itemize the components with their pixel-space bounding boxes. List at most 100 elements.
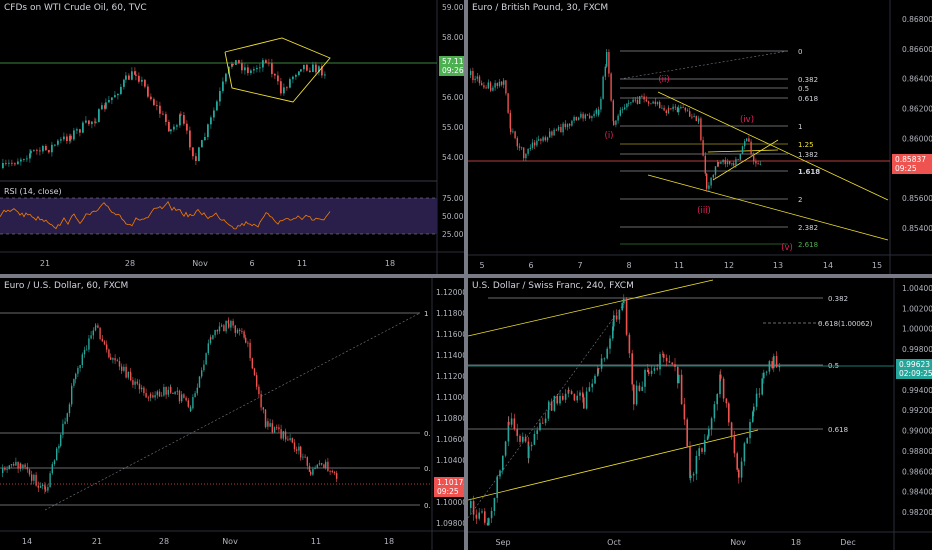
usdchf-candle bbox=[550, 401, 553, 411]
eurusd-candle bbox=[185, 397, 187, 401]
eurusd-candle bbox=[321, 463, 323, 465]
wti-candle bbox=[259, 67, 261, 69]
eurusd-candle bbox=[143, 387, 145, 394]
eurgbp-fib-label: 0.618 bbox=[798, 95, 818, 103]
wti-candle bbox=[105, 102, 107, 109]
usdchf-candle bbox=[663, 354, 665, 358]
usdchf-candle bbox=[641, 386, 643, 391]
usdchf-candle bbox=[533, 433, 536, 445]
usdchf-candle bbox=[653, 368, 656, 371]
wti-panel[interactable]: 59.0058.0057.0056.0055.0054.0057.1109:26… bbox=[0, 0, 464, 274]
wti-candle bbox=[173, 126, 175, 130]
wti-candle bbox=[324, 74, 326, 76]
usdchf-last-price: 0.99623 bbox=[899, 360, 930, 369]
wti-candle bbox=[101, 105, 103, 110]
eurusd-title: Euro / U.S. Dollar, 60, FXCM bbox=[4, 281, 129, 291]
eurusd-candle bbox=[123, 366, 125, 371]
eurgbp-candle bbox=[670, 108, 672, 110]
eurusd-candle bbox=[28, 469, 31, 475]
eurgbp-candle bbox=[483, 85, 485, 88]
eurgbp-fib-label: 2.382 bbox=[798, 224, 818, 232]
eurusd-candle bbox=[103, 341, 106, 345]
eurusd-candle bbox=[6, 469, 8, 470]
panel-divider-horizontal[interactable] bbox=[0, 274, 932, 278]
eurgbp-wave-label: (v) bbox=[781, 243, 793, 253]
usdchf-price-tick: 1.00200 bbox=[902, 304, 932, 313]
eurusd-candle bbox=[170, 387, 172, 393]
usdchf-countdown: 02:09:25 bbox=[899, 369, 932, 378]
wti-candle bbox=[147, 86, 149, 97]
usdchf-fib-label: 0.618 bbox=[828, 426, 848, 434]
usdchf-candle bbox=[730, 422, 733, 437]
eurusd-time-tick: 14 bbox=[22, 537, 32, 546]
eurusd-candle bbox=[108, 349, 110, 358]
eurusd-candle bbox=[112, 358, 114, 360]
eurusd-chart[interactable]: 1.12000 1.11800 1.11600 1.11400 1.11200 1.110… bbox=[0, 278, 464, 550]
eurgbp-candle bbox=[546, 137, 549, 141]
eurgbp-candle bbox=[472, 71, 474, 81]
eurusd-candle bbox=[306, 457, 308, 466]
eurgbp-chart[interactable]: 0.86800 0.86600 0.86400 0.86200 0.86000 0.858… bbox=[468, 0, 932, 274]
eurusd-candle bbox=[145, 393, 147, 398]
usdchf-candle bbox=[576, 395, 578, 401]
eurgbp-candle bbox=[720, 162, 722, 164]
wti-candle bbox=[309, 70, 311, 72]
usdchf-panel[interactable]: 1.004001.002001.000000.998000.996000.994… bbox=[468, 278, 932, 550]
usdchf-fib-label: 0.382 bbox=[828, 295, 848, 303]
usdchf-candle bbox=[579, 392, 581, 396]
eurgbp-fib-label: 2 bbox=[798, 196, 802, 204]
wti-candle bbox=[11, 162, 13, 164]
eurusd-candle bbox=[35, 474, 37, 486]
eurusd-candle bbox=[44, 484, 46, 490]
wti-candle bbox=[289, 79, 291, 88]
eurgbp-candle bbox=[661, 107, 663, 109]
wti-candle bbox=[26, 158, 28, 160]
eurusd-candle bbox=[336, 473, 338, 479]
eurgbp-price-tick: 0.86200 bbox=[902, 105, 932, 114]
usdchf-candle bbox=[719, 374, 721, 395]
wti-candle bbox=[20, 159, 22, 162]
eurusd-candle bbox=[97, 325, 99, 328]
wti-candle bbox=[312, 64, 314, 72]
eurgbp-candle bbox=[617, 115, 619, 121]
wti-chart[interactable]: 59.0058.0057.0056.0055.0054.0057.1109:26… bbox=[0, 0, 464, 274]
eurgbp-wave-label: (iv) bbox=[740, 115, 754, 125]
wti-candle bbox=[60, 139, 62, 141]
usdchf-candle bbox=[564, 393, 567, 400]
eurusd-candle bbox=[60, 434, 62, 446]
wti-candle bbox=[235, 60, 237, 65]
usdchf-candle bbox=[763, 372, 765, 379]
eurusd-candle bbox=[130, 372, 132, 381]
wti-candle bbox=[104, 105, 106, 109]
usdchf-candle bbox=[633, 384, 635, 405]
usdchf-trend-lower bbox=[468, 429, 759, 501]
eurusd-candle bbox=[178, 390, 181, 402]
eurgbp-candle bbox=[485, 87, 487, 89]
wti-candle bbox=[123, 79, 125, 87]
wti-price-tick: 55.00 bbox=[442, 123, 464, 132]
eurgbp-candle bbox=[602, 76, 604, 99]
eurusd-candle bbox=[88, 338, 90, 350]
usdchf-candle bbox=[513, 418, 516, 430]
wti-candle bbox=[318, 66, 320, 73]
wti-candle bbox=[138, 75, 140, 82]
eurusd-price-tick: 1.10000 bbox=[436, 498, 464, 507]
eurusd-candle bbox=[325, 461, 327, 468]
usdchf-candle bbox=[738, 469, 740, 478]
eurusd-candle bbox=[258, 386, 260, 395]
eurgbp-panel[interactable]: 0.86800 0.86600 0.86400 0.86200 0.86000 0.858… bbox=[468, 0, 932, 274]
usdchf-chart[interactable]: 1.004001.002001.000000.998000.996000.994… bbox=[468, 278, 932, 550]
usdchf-candle bbox=[488, 518, 490, 526]
eurgbp-time-tick: 11 bbox=[674, 261, 684, 270]
usdchf-candle bbox=[755, 393, 758, 407]
wti-candle bbox=[76, 129, 78, 131]
eurgbp-candle bbox=[490, 87, 492, 91]
eurusd-time-tick: 28 bbox=[159, 537, 169, 546]
usdchf-candle bbox=[761, 378, 763, 395]
wti-rsi-label: RSI (14, close) bbox=[4, 187, 62, 196]
usdchf-price-tick: 0.99000 bbox=[902, 427, 932, 436]
eurusd-panel[interactable]: 1.12000 1.11800 1.11600 1.11400 1.11200 1.110… bbox=[0, 278, 464, 550]
eurgbp-time-tick: 6 bbox=[528, 261, 533, 270]
eurusd-candle bbox=[154, 395, 156, 398]
eurgbp-time-tick: 7 bbox=[577, 261, 582, 270]
